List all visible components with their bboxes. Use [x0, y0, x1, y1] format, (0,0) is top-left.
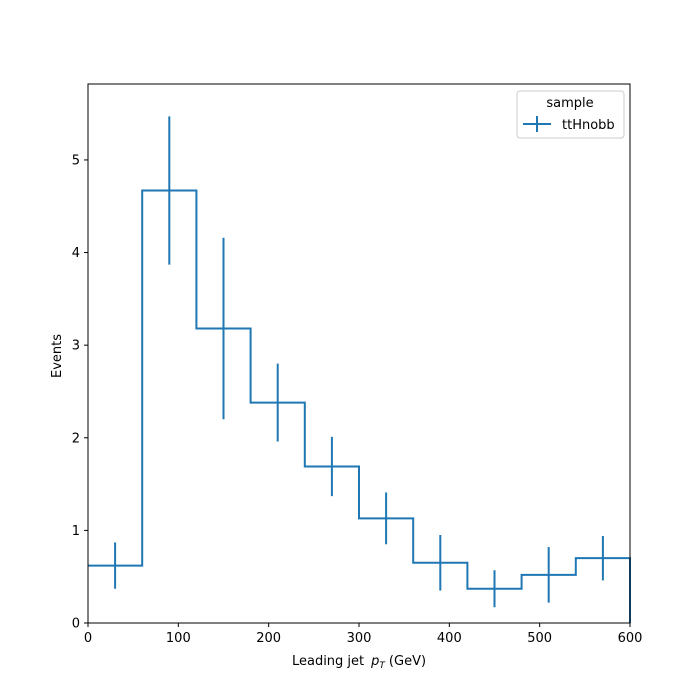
y-tick-label: 5 [72, 153, 80, 168]
x-axis-label-subscript: T [379, 661, 386, 671]
plot-marks [88, 116, 631, 623]
legend: sample ttHnobb [516, 90, 625, 139]
y-tick-label: 4 [72, 246, 80, 261]
legend-box [516, 90, 625, 139]
y-tick-label: 1 [72, 524, 80, 539]
y-tick-label: 2 [72, 431, 80, 446]
x-axis-label: Leading jet pT (GeV) [292, 654, 426, 671]
x-tick-label: 100 [166, 631, 191, 646]
x-tick-label: 0 [84, 631, 92, 646]
y-axis-label: Events [50, 334, 65, 378]
x-tick-label: 200 [256, 631, 281, 646]
x-tick-label: 300 [347, 631, 372, 646]
x-axis: 0 100 200 300 400 500 600 [84, 623, 643, 646]
y-tick-label: 0 [72, 617, 80, 632]
x-tick-label: 500 [527, 631, 552, 646]
histogram-step-line [88, 189, 631, 623]
x-tick-label: 600 [618, 631, 643, 646]
x-axis-label-text: Leading jet [292, 654, 364, 669]
legend-title: sample [546, 96, 593, 111]
x-axis-label-unit: (GeV) [389, 654, 426, 669]
legend-entry-ttHnobb: ttHnobb [562, 118, 615, 133]
y-tick-label: 3 [72, 339, 80, 354]
x-tick-label: 400 [437, 631, 462, 646]
y-axis: 0 1 2 3 4 5 [72, 153, 88, 632]
x-axis-label-symbol: p [370, 654, 379, 669]
